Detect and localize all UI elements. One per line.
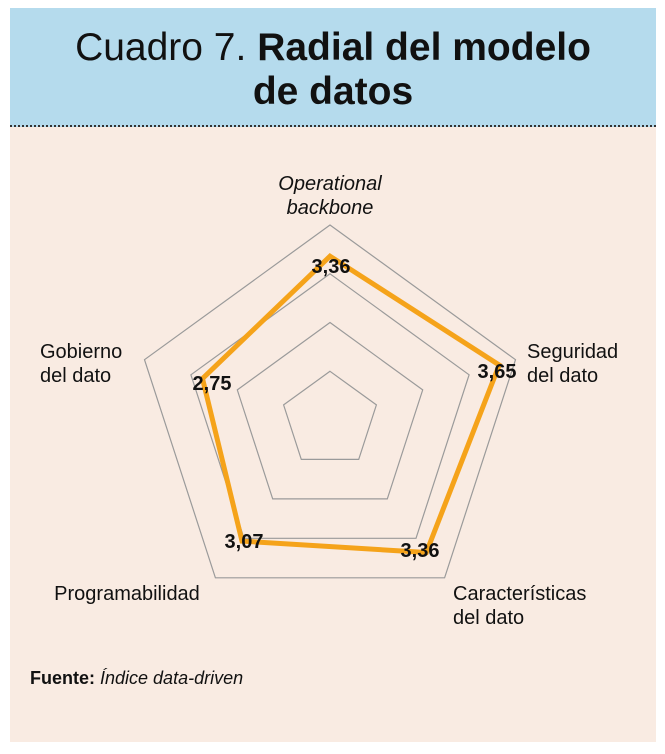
- axis-label-2: Seguridad del dato: [527, 341, 618, 387]
- source-text: Índice data-driven: [100, 668, 244, 688]
- axis-label-3: Características del dato: [453, 583, 586, 629]
- value-label-3: 3,36: [401, 540, 440, 562]
- value-label-5: 2,75: [193, 373, 232, 395]
- value-label-2: 3,65: [478, 361, 517, 383]
- axis-label-1: Operational backbone: [278, 173, 382, 219]
- title-line-1: Radial del modelo: [257, 26, 591, 69]
- source-label: Fuente:: [30, 668, 95, 688]
- chart-title: Cuadro 7. Radial del modelo de datos: [10, 26, 656, 114]
- grid-ring-3: [190, 273, 470, 539]
- chart-panel: Cuadro 7. Radial del modelo de datos: [10, 8, 656, 742]
- value-label-1: 3,36: [312, 256, 351, 278]
- header-banner: Cuadro 7. Radial del modelo de datos: [10, 8, 656, 127]
- value-label-4: 3,07: [225, 531, 264, 553]
- grid-ring-4: [143, 224, 517, 579]
- grid-ring-1: [282, 370, 378, 460]
- title-prefix: Cuadro 7.: [75, 26, 247, 69]
- series-polygon: [199, 253, 503, 556]
- source-note: Fuente: Índice data-driven: [30, 668, 243, 689]
- title-line-2: de datos: [252, 70, 414, 113]
- axis-label-4: Programabilidad: [54, 583, 200, 605]
- axis-label-5: Gobierno del dato: [40, 341, 122, 387]
- grid-ring-2: [236, 321, 424, 500]
